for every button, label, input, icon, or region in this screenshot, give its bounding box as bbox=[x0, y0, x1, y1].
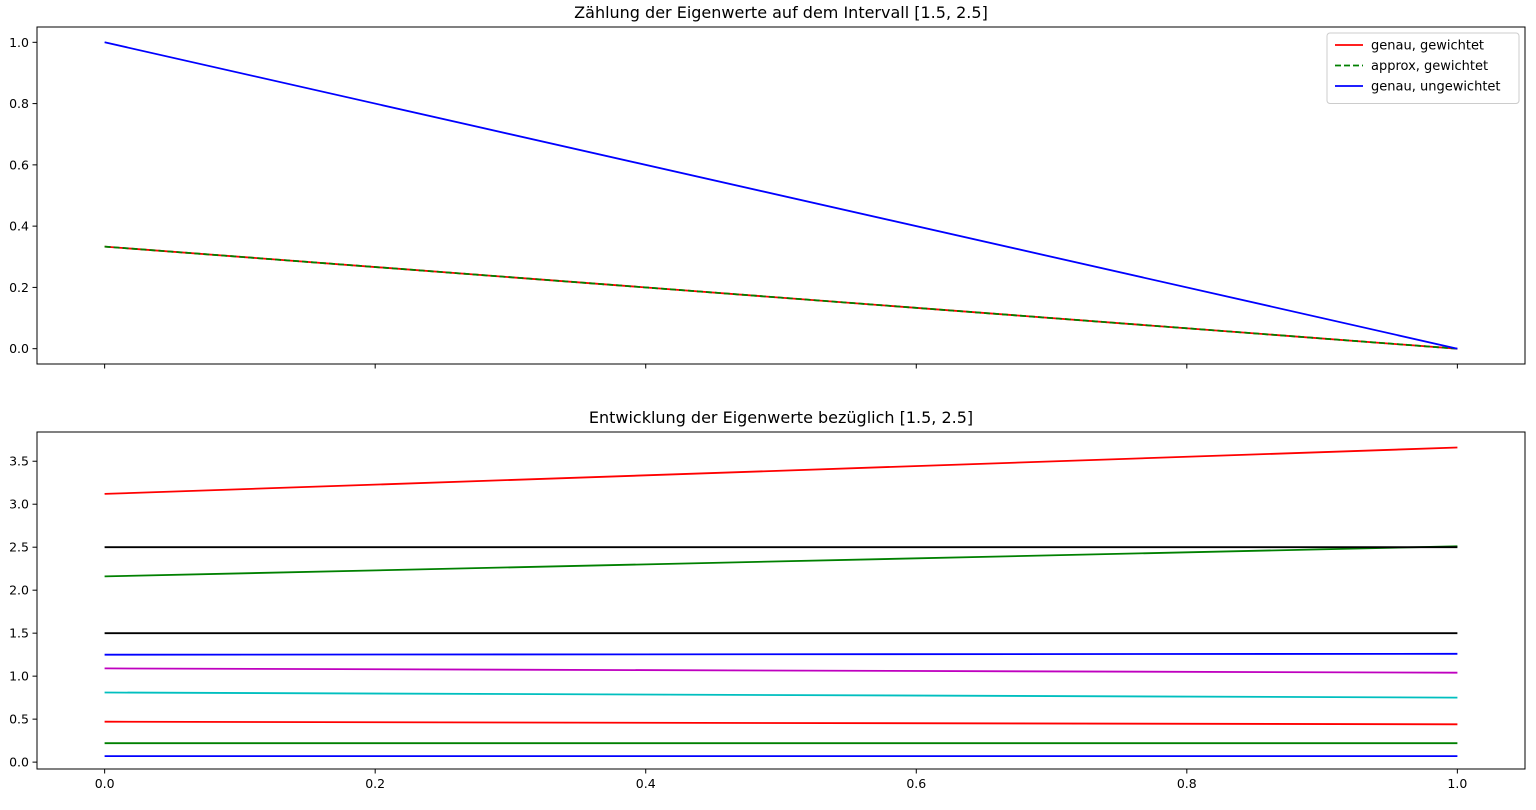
x-tick-label: 0.4 bbox=[636, 776, 656, 791]
legend-label: genau, ungewichtet bbox=[1371, 80, 1501, 95]
series-line-3 bbox=[104, 720, 1458, 726]
y-tick-label: 2.5 bbox=[9, 540, 29, 555]
series-line-6 bbox=[104, 652, 1458, 656]
chart-title: Zählung der Eigenwerte auf dem Intervall… bbox=[574, 3, 988, 22]
y-tick-label: 3.5 bbox=[9, 454, 29, 469]
y-tick-label: 0.0 bbox=[9, 341, 29, 356]
y-tick-label: 0.4 bbox=[9, 219, 29, 234]
axes-frame bbox=[36, 431, 1526, 770]
y-tick-label: 0.0 bbox=[9, 755, 29, 770]
y-tick-label: 2.0 bbox=[9, 583, 29, 598]
x-tick-label: 1.0 bbox=[1447, 776, 1467, 791]
subplot-1: 0.0 0.2 0.4 0.6 0.8 1.0 Zählung der Eigenwerte… bbox=[9, 3, 1526, 369]
y-tick-label: 0.8 bbox=[9, 96, 29, 111]
y-tick-label: 0.6 bbox=[9, 157, 29, 172]
legend: genau, gewichtet approx, gewichtet genau, … bbox=[1326, 32, 1520, 104]
y-tick-label: 3.0 bbox=[9, 497, 29, 512]
series-line-3 bbox=[104, 41, 1458, 350]
axes-frame bbox=[36, 26, 1526, 365]
legend-box bbox=[1326, 32, 1520, 104]
series-lines bbox=[104, 446, 1458, 757]
series-line-2 bbox=[104, 245, 1458, 350]
chart-title: Entwicklung der Eigenwerte bezüglich [1.… bbox=[589, 408, 973, 427]
y-tick-label: 0.2 bbox=[9, 280, 29, 295]
legend-label: genau, gewichtet bbox=[1371, 39, 1484, 54]
y-tick-label: 1.0 bbox=[9, 35, 29, 50]
legend-label: approx, gewichtet bbox=[1371, 59, 1488, 74]
x-tick-label: 0.8 bbox=[1177, 776, 1197, 791]
y-tick-label: 0.5 bbox=[9, 712, 29, 727]
x-tick-label: 0.0 bbox=[95, 776, 115, 791]
x-tick-label: 0.2 bbox=[365, 776, 385, 791]
series-line-5 bbox=[104, 667, 1458, 674]
series-line-8 bbox=[104, 545, 1458, 578]
series-line-10 bbox=[104, 446, 1458, 495]
subplot-2: 0.0 0.2 0.4 0.6 0.8 1.0 0.0 0.5 1.0 1.5 2.0 2.5 3.0 3… bbox=[9, 408, 1526, 791]
y-tick-label: 1.5 bbox=[9, 626, 29, 641]
series-lines bbox=[104, 41, 1458, 350]
y-tick-label: 1.0 bbox=[9, 669, 29, 684]
x-tick-label: 0.6 bbox=[906, 776, 926, 791]
series-line-4 bbox=[104, 691, 1458, 699]
